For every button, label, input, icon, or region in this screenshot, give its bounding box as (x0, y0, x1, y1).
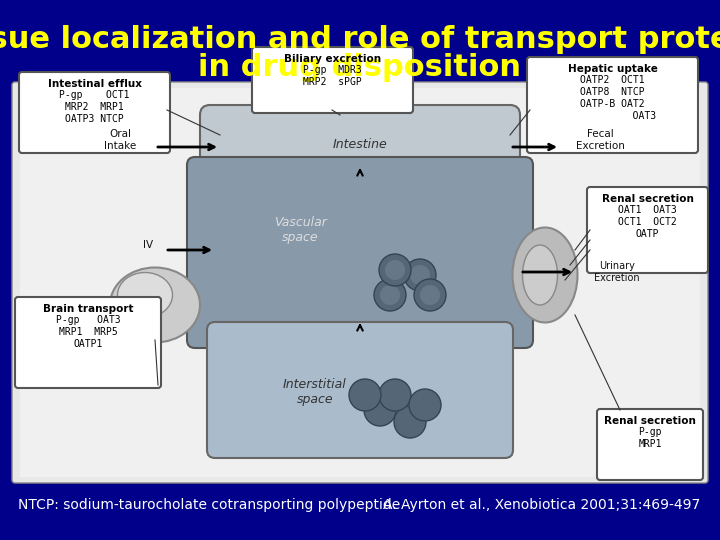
Text: Intestinal efflux: Intestinal efflux (48, 79, 142, 89)
Circle shape (364, 394, 396, 426)
FancyBboxPatch shape (587, 187, 708, 273)
FancyBboxPatch shape (597, 409, 703, 480)
Text: Tissue localization and role of transport proteins: Tissue localization and role of transpor… (0, 25, 720, 55)
Text: P-gp   OAT3: P-gp OAT3 (55, 315, 120, 325)
Text: OCT1  OCT2: OCT1 OCT2 (618, 217, 677, 227)
Text: MRP1  MRP5: MRP1 MRP5 (58, 327, 117, 337)
Text: Urinary
Excretion: Urinary Excretion (594, 261, 640, 283)
Text: OATP3 NTCP: OATP3 NTCP (65, 114, 124, 124)
Circle shape (394, 406, 426, 438)
Text: OATP: OATP (636, 229, 660, 239)
FancyBboxPatch shape (19, 72, 170, 153)
Text: OATP1: OATP1 (73, 339, 103, 349)
Text: Intestine: Intestine (333, 138, 387, 151)
Text: P-gp: P-gp (638, 427, 662, 437)
FancyBboxPatch shape (207, 322, 513, 458)
Text: OAT1  OAT3: OAT1 OAT3 (618, 205, 677, 215)
Circle shape (385, 260, 405, 280)
Text: Oral
Intake: Oral Intake (104, 129, 136, 151)
Text: P-gp  MDR3: P-gp MDR3 (303, 65, 362, 75)
Circle shape (379, 379, 411, 411)
Circle shape (374, 279, 406, 311)
Text: Renal secretion: Renal secretion (604, 416, 696, 426)
Ellipse shape (110, 267, 200, 342)
Circle shape (414, 279, 446, 311)
Text: Fecal
Excretion: Fecal Excretion (575, 129, 624, 151)
FancyBboxPatch shape (15, 297, 161, 388)
FancyBboxPatch shape (187, 157, 533, 348)
Text: MRP2  sPGP: MRP2 sPGP (303, 77, 362, 87)
Text: Brain transport: Brain transport (42, 304, 133, 314)
Circle shape (420, 285, 440, 305)
Text: OATP8  NTCP: OATP8 NTCP (580, 87, 645, 97)
FancyBboxPatch shape (527, 57, 698, 153)
Text: A. Ayrton et al., Xenobiotica 2001;31:469-497: A. Ayrton et al., Xenobiotica 2001;31:46… (383, 498, 700, 512)
Text: Biliary excretion: Biliary excretion (284, 54, 381, 64)
FancyBboxPatch shape (12, 82, 708, 483)
Text: Hepatic uptake: Hepatic uptake (567, 64, 657, 74)
FancyBboxPatch shape (200, 105, 520, 180)
Text: OATP2  OCT1: OATP2 OCT1 (580, 75, 645, 85)
Circle shape (404, 259, 436, 291)
Text: Interstitial
space: Interstitial space (283, 378, 347, 406)
Circle shape (409, 389, 441, 421)
Text: OATP-B OAT2: OATP-B OAT2 (580, 99, 645, 109)
Circle shape (410, 265, 430, 285)
Circle shape (379, 254, 411, 286)
FancyBboxPatch shape (20, 88, 700, 477)
Text: MRP1: MRP1 (638, 439, 662, 449)
Text: in drug disposition: in drug disposition (199, 52, 521, 82)
Text: Renal secretion: Renal secretion (602, 194, 693, 204)
FancyBboxPatch shape (252, 47, 413, 113)
Circle shape (349, 379, 381, 411)
Circle shape (380, 285, 400, 305)
Text: NTCP: sodium-taurocholate cotransporting polypeptide: NTCP: sodium-taurocholate cotransporting… (18, 498, 400, 512)
Text: P-gp    OCT1: P-gp OCT1 (59, 90, 130, 100)
Text: IV: IV (143, 240, 153, 250)
Ellipse shape (523, 245, 557, 305)
Text: Vascular
space: Vascular space (274, 216, 326, 244)
Ellipse shape (117, 273, 173, 318)
Ellipse shape (513, 227, 577, 322)
Text: OAT3: OAT3 (568, 111, 657, 121)
Text: MRP2  MRP1: MRP2 MRP1 (65, 102, 124, 112)
